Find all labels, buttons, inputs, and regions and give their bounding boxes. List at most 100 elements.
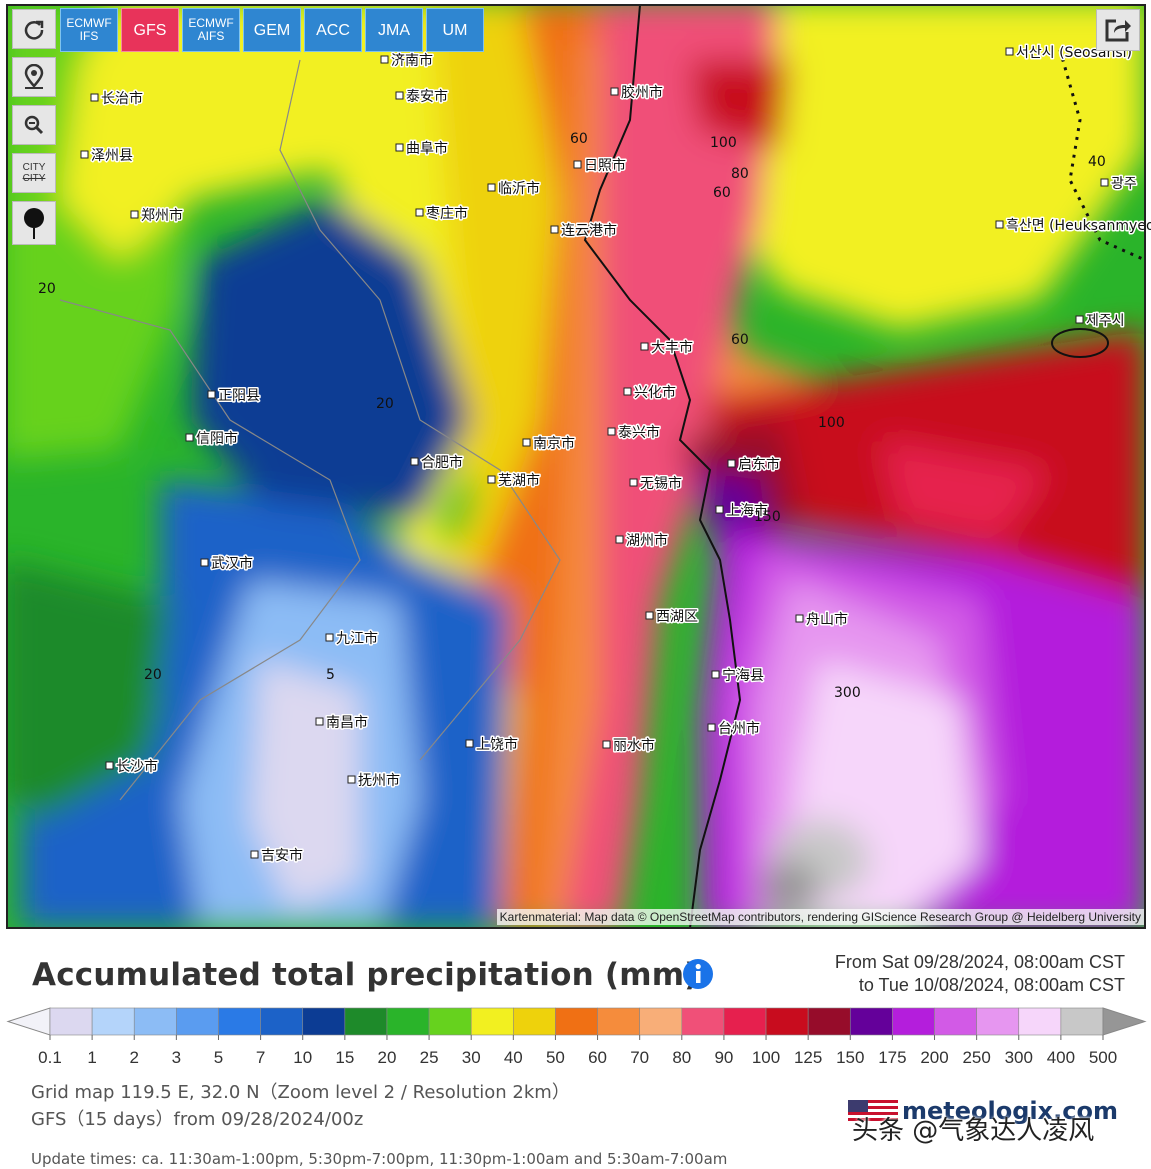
city-label: 长治市 bbox=[101, 90, 143, 107]
city-label: 兴化市 bbox=[634, 384, 676, 401]
model-button[interactable]: ECMWF IFS bbox=[60, 8, 118, 52]
city-marker bbox=[727, 459, 736, 468]
legend-swatch bbox=[807, 1007, 851, 1036]
city-label: 长沙市 bbox=[116, 758, 158, 775]
legend-swatch bbox=[302, 1007, 346, 1036]
city-marker bbox=[522, 438, 531, 447]
city-marker bbox=[200, 558, 209, 567]
watermark: 头条 @气象达人凌风 bbox=[852, 1116, 1095, 1146]
legend-swatch bbox=[555, 1007, 598, 1036]
model-button[interactable]: UM bbox=[426, 8, 484, 52]
city-marker bbox=[207, 390, 216, 399]
legend-tick-label: 70 bbox=[630, 1048, 649, 1067]
marker-button[interactable] bbox=[12, 201, 56, 245]
city-marker bbox=[380, 55, 389, 64]
legend-tick-label: 1 bbox=[87, 1048, 96, 1067]
legend-swatch bbox=[934, 1007, 977, 1036]
city-marker bbox=[410, 457, 419, 466]
city-label: 临沂市 bbox=[498, 180, 540, 197]
legend-tick-label: 40 bbox=[504, 1048, 523, 1067]
logo-flag bbox=[848, 1100, 898, 1124]
legend-swatch bbox=[681, 1007, 725, 1036]
info-button[interactable] bbox=[682, 958, 714, 990]
logo[interactable]: meteologix.com bbox=[848, 1096, 1118, 1126]
location-button[interactable] bbox=[12, 57, 56, 97]
city-label: 武汉市 bbox=[211, 555, 253, 572]
legend-title: Accumulated total precipitation (mm) bbox=[32, 957, 699, 993]
city-marker bbox=[1005, 47, 1014, 56]
city-label: 九江市 bbox=[336, 630, 378, 647]
contour-label: 60 bbox=[731, 332, 749, 348]
city-label: 泰安市 bbox=[406, 88, 448, 105]
city-label: 抚州市 bbox=[358, 772, 400, 789]
zoom-button[interactable] bbox=[12, 105, 56, 145]
legend-tick-label: 15 bbox=[335, 1048, 354, 1067]
city-label: 上饶市 bbox=[476, 736, 518, 753]
city-label: 台州市 bbox=[718, 720, 760, 737]
city-marker bbox=[1100, 178, 1109, 187]
city-marker bbox=[640, 342, 649, 351]
city-marker bbox=[623, 387, 632, 396]
contour-label: 60 bbox=[570, 131, 588, 147]
legend-swatch bbox=[386, 1007, 430, 1036]
contour-label: 5 bbox=[326, 667, 335, 683]
reload-button[interactable] bbox=[12, 9, 56, 49]
zoom-icon bbox=[24, 115, 44, 135]
location-icon bbox=[24, 64, 44, 89]
city-marker bbox=[615, 535, 624, 544]
legend-tick-label: 25 bbox=[420, 1048, 439, 1067]
legend-swatch bbox=[976, 1007, 1020, 1036]
legend-swatch bbox=[91, 1007, 135, 1036]
city-marker bbox=[105, 761, 114, 770]
model-button[interactable]: ECMWF AIFS bbox=[182, 8, 240, 52]
city-label: 흑산면 (Heuksanmyeon) bbox=[1006, 217, 1151, 234]
city-label: 济南市 bbox=[391, 52, 433, 69]
contour-label: 60 bbox=[713, 185, 731, 201]
legend-swatch bbox=[176, 1007, 219, 1036]
legend-swatch bbox=[428, 1007, 472, 1036]
city-label: 上海市 bbox=[726, 502, 768, 519]
city-label: 宁海县 bbox=[722, 667, 764, 684]
legend-swatch bbox=[849, 1007, 893, 1036]
city-label: 泰兴市 bbox=[618, 424, 660, 441]
model-button[interactable]: GEM bbox=[243, 8, 301, 52]
contour-label: 150 bbox=[754, 509, 781, 525]
city-label: 无锡市 bbox=[640, 475, 682, 492]
city-marker bbox=[185, 433, 194, 442]
legend-swatch bbox=[1018, 1007, 1062, 1036]
model-button[interactable]: ACC bbox=[304, 8, 362, 52]
legend-swatch bbox=[260, 1007, 304, 1036]
map-attribution: Kartenmaterial: Map data © OpenStreetMap… bbox=[496, 909, 1144, 925]
legend-swatch bbox=[1060, 1007, 1104, 1036]
city-marker bbox=[325, 633, 334, 642]
city-marker bbox=[395, 91, 404, 100]
model-button[interactable]: JMA bbox=[365, 8, 423, 52]
color-legend: 0.1 1 2 3 5 7 10 15 20 25 30 40 50 60 70 80 90 100 125 150 1… bbox=[6, 1007, 1147, 1067]
legend-tick-label: 500 bbox=[1089, 1048, 1117, 1067]
city-toggle[interactable]: CITY CITY bbox=[12, 153, 56, 193]
legend-swatch bbox=[470, 1007, 514, 1036]
run-info: GFS（15 days）from 09/28/2024/00z bbox=[31, 1109, 364, 1130]
legend-swatch bbox=[49, 1007, 93, 1036]
share-button[interactable] bbox=[1096, 9, 1140, 51]
legend-tick-label: 175 bbox=[878, 1048, 906, 1067]
legend-tick-label: 20 bbox=[377, 1048, 396, 1067]
legend-swatch bbox=[765, 1007, 809, 1036]
contour-label: 100 bbox=[710, 135, 737, 151]
city-marker bbox=[602, 740, 611, 749]
city-label: 大丰市 bbox=[651, 339, 693, 356]
city-marker bbox=[550, 225, 559, 234]
logo-text: meteologix.com bbox=[902, 1097, 1118, 1125]
legend-tick-label: 60 bbox=[588, 1048, 607, 1067]
legend-tick-label: 90 bbox=[714, 1048, 733, 1067]
model-button[interactable]: GFS bbox=[121, 8, 179, 52]
share-icon bbox=[1105, 19, 1131, 42]
contour-label: 80 bbox=[731, 166, 749, 182]
city-marker bbox=[610, 87, 619, 96]
legend-swatch bbox=[513, 1007, 556, 1036]
legend-tick-label: 10 bbox=[293, 1048, 312, 1067]
city-marker bbox=[607, 427, 616, 436]
legend-tick-label: 100 bbox=[752, 1048, 780, 1067]
city-marker bbox=[130, 210, 139, 219]
